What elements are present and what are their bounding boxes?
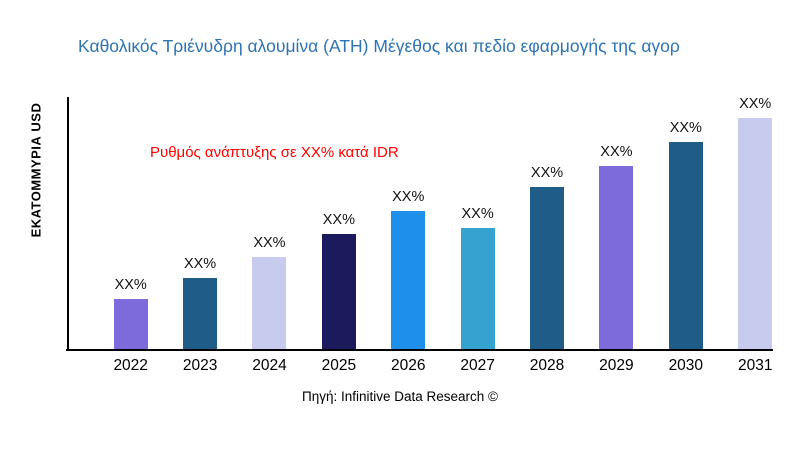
bar: [321, 234, 356, 349]
bar-value-label: XX%: [600, 144, 633, 160]
x-tick-label: 2030: [668, 357, 704, 374]
bar: [391, 211, 426, 349]
bar-value-label: XX%: [183, 256, 217, 272]
x-tick-label: 2022: [113, 357, 148, 374]
chart-title: Καθολικός Τριένυδρη αλουμίνα (ATH) Μέγεθ…: [78, 36, 680, 56]
x-tick-label: 2023: [182, 357, 218, 374]
bar-column: XX%: [235, 235, 304, 349]
bar: [530, 187, 565, 349]
y-axis-line: [67, 97, 69, 351]
x-tick-label: 2026: [391, 357, 426, 374]
x-axis-line: [66, 349, 773, 351]
bar-column: XX%: [513, 165, 582, 349]
bar-column: XX%: [651, 120, 720, 349]
bar: [599, 166, 634, 349]
bar-value-label: XX%: [739, 96, 772, 112]
source-attribution: Πηγή: Infinitive Data Research ©: [301, 389, 499, 404]
bar-column: XX%: [374, 189, 443, 349]
x-tick-label: 2024: [252, 357, 287, 374]
bar: [738, 118, 773, 349]
bar-column: XX%: [304, 212, 373, 349]
bar-value-label: XX%: [669, 120, 702, 136]
bar: [113, 299, 148, 349]
bar-value-label: XX%: [461, 206, 494, 222]
x-tick-label: 2028: [529, 357, 565, 374]
bar-column: XX%: [96, 277, 165, 349]
bar-column: XX%: [166, 256, 235, 349]
x-axis-tick-labels: 2022 2023 2024 2025 2026 2027 2028 2029 2030 2031: [96, 357, 790, 375]
x-tick-label: 2027: [460, 357, 495, 374]
bar-value-label: XX%: [530, 165, 564, 181]
growth-rate-annotation: Ρυθμός ανάπτυξης σε XX% κατά IDR: [150, 144, 399, 161]
bar-column: XX%: [721, 96, 790, 349]
bar-value-label: XX%: [253, 235, 286, 251]
x-tick-label: 2025: [321, 357, 357, 374]
bar: [252, 257, 287, 349]
bar: [460, 228, 495, 349]
bar-value-label: XX%: [392, 189, 425, 205]
y-axis-label: ΕΚΑΤΟΜΜΥΡΙΑ USD: [28, 102, 44, 238]
x-tick-label: 2031: [737, 357, 773, 374]
bar: [183, 278, 218, 349]
bars-row: XX% XX% XX% XX% XX% XX% XX% XX% XX% XX%: [96, 96, 790, 349]
x-tick-label: 2029: [599, 357, 634, 374]
bar-column: XX%: [443, 206, 512, 349]
bar: [668, 142, 703, 349]
bar-value-label: XX%: [114, 277, 147, 293]
bar-column: XX%: [582, 144, 651, 349]
bar-value-label: XX%: [322, 212, 355, 228]
